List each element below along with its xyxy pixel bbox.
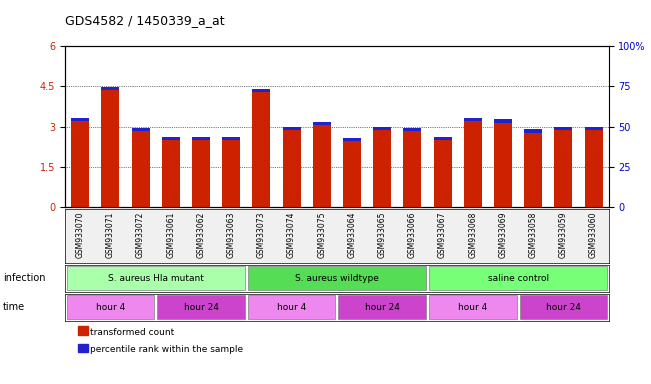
FancyBboxPatch shape <box>248 266 426 291</box>
Bar <box>555 127 572 130</box>
FancyBboxPatch shape <box>66 266 245 291</box>
Text: GSM933062: GSM933062 <box>197 212 206 258</box>
FancyBboxPatch shape <box>519 295 607 319</box>
Text: S. aureus Hla mutant: S. aureus Hla mutant <box>108 274 204 283</box>
Text: GSM933067: GSM933067 <box>438 212 447 258</box>
Text: GSM933058: GSM933058 <box>529 212 538 258</box>
FancyBboxPatch shape <box>429 266 607 291</box>
Bar <box>585 127 603 130</box>
Bar <box>343 141 361 207</box>
Text: GSM933075: GSM933075 <box>317 212 326 258</box>
Text: saline control: saline control <box>488 274 549 283</box>
FancyBboxPatch shape <box>157 295 245 319</box>
Text: GDS4582 / 1450339_a_at: GDS4582 / 1450339_a_at <box>65 14 225 27</box>
FancyBboxPatch shape <box>248 295 335 319</box>
Text: GSM933074: GSM933074 <box>287 212 296 258</box>
Text: percentile rank within the sample: percentile rank within the sample <box>90 345 243 354</box>
Text: infection: infection <box>3 273 46 283</box>
Text: GSM933065: GSM933065 <box>378 212 387 258</box>
Bar <box>192 137 210 140</box>
Text: time: time <box>3 302 25 312</box>
Bar <box>71 121 89 207</box>
Bar <box>71 118 89 121</box>
Text: transformed count: transformed count <box>90 328 174 337</box>
Text: S. aureus wildtype: S. aureus wildtype <box>295 274 379 283</box>
Text: GSM933060: GSM933060 <box>589 212 598 258</box>
Text: GSM933068: GSM933068 <box>468 212 477 258</box>
Text: GSM933073: GSM933073 <box>257 212 266 258</box>
Bar <box>404 131 421 207</box>
Bar <box>373 130 391 207</box>
Text: GSM933061: GSM933061 <box>166 212 175 258</box>
Bar <box>253 89 270 92</box>
Bar <box>434 140 452 207</box>
Bar <box>312 125 331 207</box>
Bar <box>585 130 603 207</box>
Bar <box>161 140 180 207</box>
Text: GSM933069: GSM933069 <box>499 212 508 258</box>
Bar <box>434 137 452 140</box>
Bar <box>132 131 150 207</box>
Bar <box>373 127 391 130</box>
Text: GSM933070: GSM933070 <box>76 212 85 258</box>
Bar <box>464 121 482 207</box>
Bar <box>312 122 331 125</box>
Text: hour 24: hour 24 <box>365 303 400 312</box>
Bar <box>102 87 119 91</box>
Bar <box>253 92 270 207</box>
Bar <box>222 140 240 207</box>
Bar <box>464 118 482 121</box>
Text: GSM933064: GSM933064 <box>348 212 357 258</box>
Bar <box>343 138 361 141</box>
Bar <box>524 132 542 207</box>
Bar <box>222 137 240 140</box>
Text: hour 24: hour 24 <box>546 303 581 312</box>
FancyBboxPatch shape <box>429 295 517 319</box>
Text: hour 4: hour 4 <box>96 303 125 312</box>
Bar <box>494 123 512 207</box>
Text: GSM933072: GSM933072 <box>136 212 145 258</box>
Bar <box>494 119 512 123</box>
Text: GSM933071: GSM933071 <box>106 212 115 258</box>
Text: hour 4: hour 4 <box>277 303 306 312</box>
FancyBboxPatch shape <box>339 295 426 319</box>
Bar <box>161 137 180 140</box>
Bar <box>283 127 301 130</box>
Bar <box>555 130 572 207</box>
Bar <box>192 140 210 207</box>
Bar <box>283 130 301 207</box>
Bar <box>404 128 421 131</box>
Text: hour 4: hour 4 <box>458 303 488 312</box>
Text: GSM933066: GSM933066 <box>408 212 417 258</box>
Text: GSM933059: GSM933059 <box>559 212 568 258</box>
Bar <box>102 91 119 207</box>
Text: hour 24: hour 24 <box>184 303 219 312</box>
Bar <box>132 127 150 131</box>
Text: GSM933063: GSM933063 <box>227 212 236 258</box>
FancyBboxPatch shape <box>66 295 154 319</box>
Bar <box>524 129 542 132</box>
